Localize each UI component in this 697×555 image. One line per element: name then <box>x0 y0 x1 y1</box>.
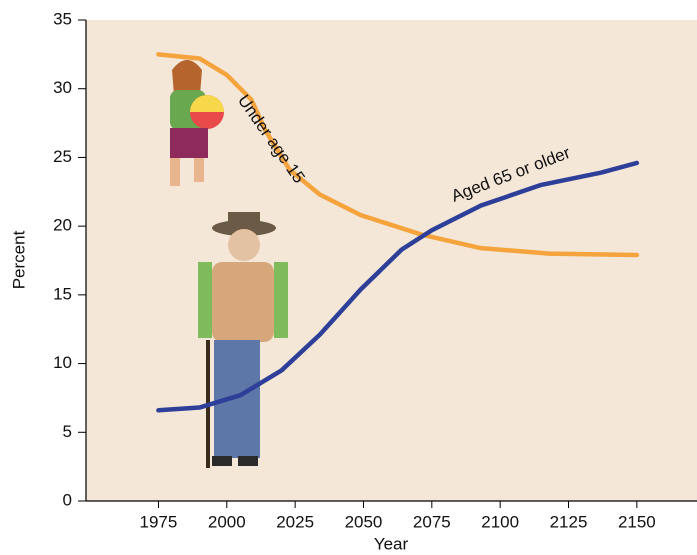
x-tick-label: 2000 <box>208 512 246 531</box>
y-axis-label: Percent <box>9 230 28 289</box>
child-figure <box>170 60 224 186</box>
x-tick-label: 2125 <box>550 512 588 531</box>
x-tick-label: 2025 <box>276 512 314 531</box>
elderly-figure <box>198 212 288 468</box>
x-tick-label: 1975 <box>140 512 178 531</box>
x-tick-label: 2100 <box>481 512 519 531</box>
y-tick-label: 20 <box>53 216 72 235</box>
y-tick-label: 10 <box>53 353 72 372</box>
y-tick-label: 5 <box>63 422 72 441</box>
y-tick-label: 30 <box>53 78 72 97</box>
series-line <box>156 160 640 413</box>
x-tick-label: 2075 <box>413 512 451 531</box>
x-tick-label: 2050 <box>345 512 383 531</box>
y-tick-label: 25 <box>53 147 72 166</box>
y-tick-label: 15 <box>53 284 72 303</box>
x-tick-label: 2150 <box>618 512 656 531</box>
x-axis-label: Year <box>374 534 409 553</box>
y-tick-label: 0 <box>63 490 72 509</box>
series-line <box>156 52 640 258</box>
y-tick-label: 35 <box>53 9 72 28</box>
